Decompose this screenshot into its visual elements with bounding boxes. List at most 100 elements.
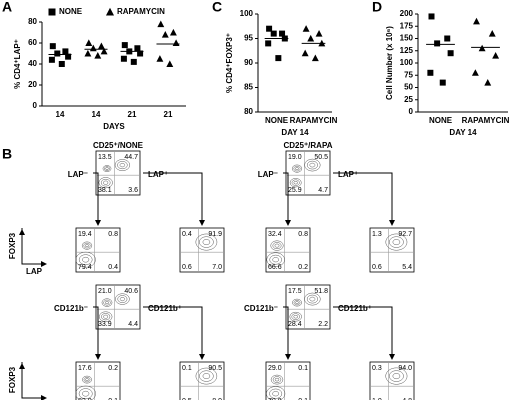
density-contour (272, 257, 279, 263)
x-tick-label: 21 (164, 110, 173, 119)
gate-arrow (333, 306, 395, 360)
point (307, 34, 315, 42)
density-contour (289, 178, 302, 188)
density-contour (304, 158, 321, 172)
density-contour (295, 167, 299, 171)
quadrant-value: 92.7 (398, 231, 412, 238)
density-contour (195, 367, 218, 385)
point (447, 50, 454, 57)
panel-label: D (372, 0, 382, 15)
y-tick-label: 90 (244, 58, 253, 67)
quadrant-value: 0.2 (108, 365, 118, 372)
point (62, 48, 69, 55)
y-tick-label: 85 (244, 83, 253, 92)
point (315, 30, 323, 37)
quadrant-value: 0.4 (182, 231, 192, 238)
gate-arrow (143, 306, 205, 360)
density-contour (309, 162, 316, 168)
density-contour (389, 370, 404, 382)
quadrant-value: 0.1 (298, 398, 308, 400)
quadrant-value: 70.8 (268, 398, 282, 400)
density-contour (385, 233, 408, 251)
flow-plot (285, 150, 331, 196)
gate-label: CD121b⁻ (244, 304, 278, 313)
point (157, 20, 165, 28)
point (94, 52, 102, 59)
y-tick-label: 20 (28, 80, 37, 89)
point (54, 50, 61, 57)
quadrant-value: 1.3 (372, 231, 382, 238)
y-axis-label: % CD4⁺FOXP3⁺ (225, 33, 234, 93)
point (428, 13, 435, 20)
gate-arrow (333, 172, 395, 226)
quadrant-value: 4.8 (402, 398, 412, 400)
quadrant-value: 0.5 (182, 398, 192, 400)
density-contour (306, 160, 318, 170)
density-contour (202, 373, 211, 380)
quadrant-value: 7.0 (212, 264, 222, 271)
flow-plot (265, 227, 311, 273)
flow-plot (95, 284, 141, 330)
y-tick-label: 95 (244, 34, 253, 43)
density-contour (270, 240, 284, 251)
flow-y-label: FOXP3 (8, 232, 17, 259)
density-contour (104, 166, 110, 171)
density-contour (81, 241, 93, 250)
density-contour (85, 244, 89, 248)
y-tick-label: 25 (404, 95, 413, 104)
point (169, 28, 177, 36)
point (311, 54, 319, 62)
point (172, 39, 180, 46)
point (265, 40, 272, 47)
point (121, 42, 128, 49)
density-contour (103, 314, 109, 319)
density-contour (272, 391, 280, 397)
flow-plot (285, 284, 331, 330)
quadrant-value: 8.9 (212, 398, 222, 400)
legend-label: NONE (59, 7, 83, 16)
point (105, 7, 115, 16)
flow-plot (75, 227, 121, 273)
gate-label: LAP⁻ (68, 170, 88, 179)
y-tick-label: 40 (28, 59, 37, 68)
y-tick-label: 100 (240, 9, 254, 18)
y-tick-label: 80 (244, 107, 253, 116)
y-tick-label: 125 (400, 46, 414, 55)
point (266, 25, 273, 32)
axis-arrow (21, 228, 47, 267)
quadrant-value: 0.1 (108, 398, 118, 400)
point (48, 8, 56, 16)
density-contour (291, 313, 300, 320)
density-contour (119, 162, 126, 168)
quadrant-value: 21.0 (98, 288, 112, 295)
quadrant-value: 94.0 (398, 365, 412, 372)
density-contour (269, 388, 283, 399)
density-contour (293, 314, 298, 319)
density-contour (292, 298, 302, 307)
density-contour (117, 295, 128, 303)
point (166, 60, 174, 67)
quadrant-value: 0.6 (372, 264, 382, 271)
quadrant-value: 17.5 (288, 288, 302, 295)
legend-label: RAPAMYCIN (117, 7, 165, 16)
x-axis-label: DAY 14 (281, 128, 309, 137)
axis-arrow (21, 362, 47, 400)
density-contour (274, 377, 280, 382)
quadrant-value: 0.3 (372, 365, 382, 372)
gate-label: LAP⁻ (258, 170, 278, 179)
density-contour (103, 299, 111, 306)
density-contour (75, 385, 96, 400)
quadrant-value: 32.4 (268, 231, 282, 238)
density-contour (199, 370, 214, 382)
gate-arrow (143, 172, 205, 226)
density-contour (82, 256, 90, 263)
density-contour (272, 242, 282, 250)
gate-arrow (93, 172, 101, 226)
density-contour (291, 164, 303, 173)
density-contour (392, 239, 401, 246)
density-contour (78, 388, 93, 400)
density-contour (269, 254, 282, 265)
density-contour (385, 367, 408, 385)
density-contour (199, 236, 214, 248)
density-contour (309, 296, 316, 302)
